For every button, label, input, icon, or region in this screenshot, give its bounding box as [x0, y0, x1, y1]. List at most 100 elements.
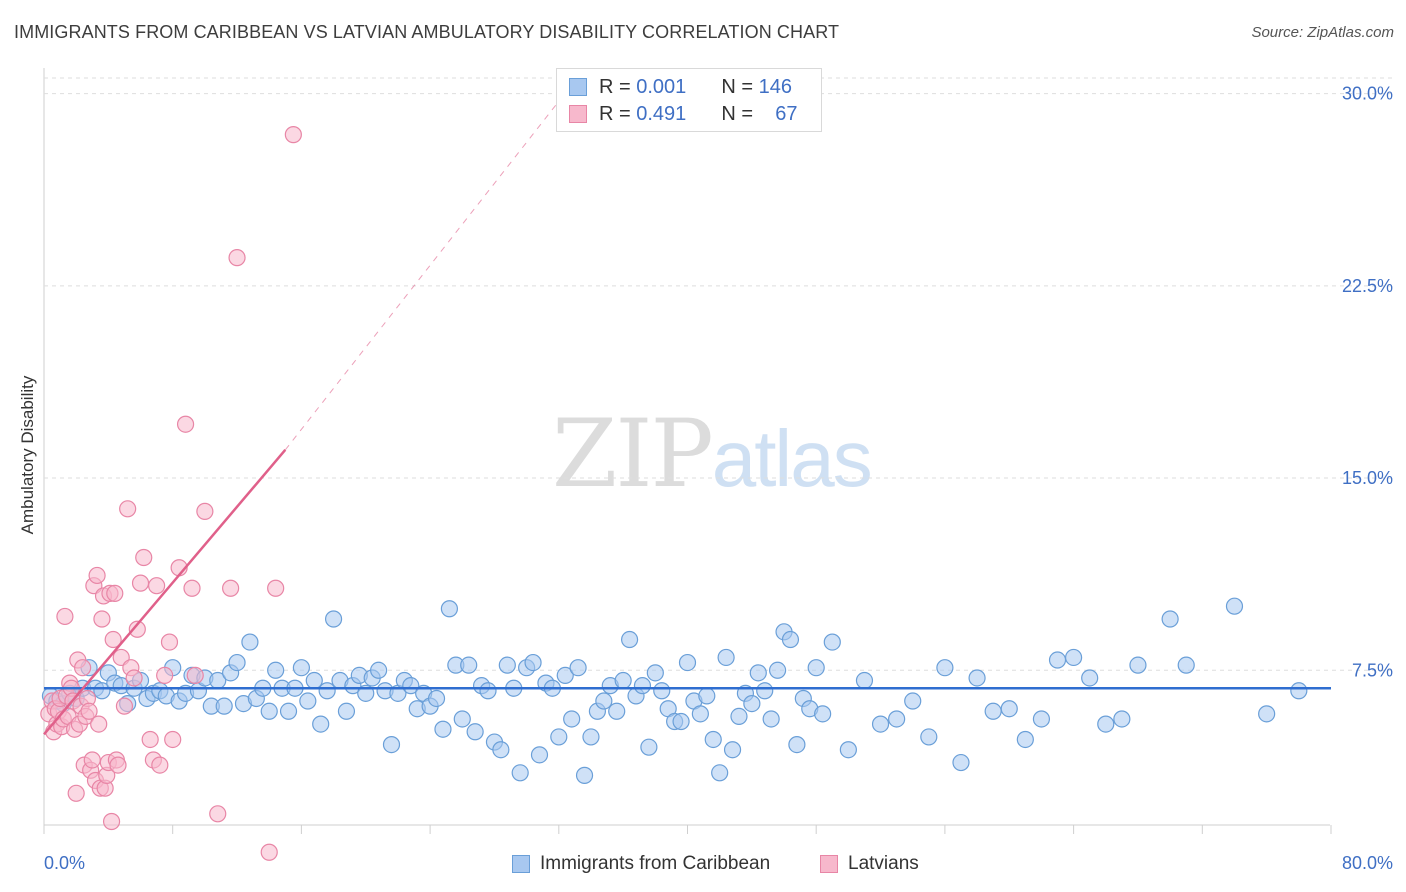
caribbean-swatch: [569, 78, 587, 96]
r-label: R =: [599, 75, 631, 98]
latvian-point: [67, 784, 85, 802]
caribbean-point: [730, 707, 748, 726]
caribbean-point: [267, 661, 285, 679]
latvian-point: [176, 415, 195, 433]
caribbean-point: [1258, 705, 1276, 723]
caribbean-point: [904, 692, 922, 710]
caribbean-point: [427, 689, 446, 708]
caribbean-point: [678, 653, 697, 672]
caribbean-point: [228, 653, 246, 672]
caribbean-point: [871, 715, 890, 733]
caribbean-point: [337, 702, 356, 720]
caribbean-point: [498, 656, 516, 674]
caribbean-point: [968, 669, 986, 687]
latvian-point: [128, 620, 146, 638]
latvian-trend-extension: [284, 80, 576, 451]
latvian-point: [109, 756, 127, 774]
latvian-point: [284, 126, 302, 144]
caribbean-point: [324, 610, 343, 628]
caribbean-point: [582, 728, 600, 746]
caribbean-point: [768, 661, 787, 679]
r-value: 0.491: [636, 102, 687, 125]
y-tick-label: 30.0%: [1342, 84, 1393, 104]
caribbean-point: [1064, 648, 1083, 667]
caribbean-point: [781, 630, 800, 649]
caribbean-point: [575, 766, 594, 784]
caribbean-legend-swatch: [512, 855, 530, 873]
latvian-point: [141, 730, 159, 749]
legend-item-latvians[interactable]: Latvians: [820, 852, 919, 876]
latvian-point: [56, 607, 74, 626]
caribbean-point: [1016, 730, 1034, 749]
caribbean-point: [984, 702, 1002, 720]
latvian-point: [83, 751, 101, 769]
caribbean-point: [318, 682, 336, 700]
caribbean-point: [93, 682, 111, 700]
latvian-point: [106, 584, 124, 602]
caribbean-point: [530, 746, 549, 764]
caribbean-point: [633, 677, 652, 695]
caribbean-point: [1097, 715, 1115, 733]
caribbean-point: [569, 659, 587, 677]
r-label: R =: [599, 102, 631, 125]
n-value: 67: [775, 102, 798, 125]
caribbean-point: [1225, 597, 1244, 615]
caribbean-point: [305, 671, 323, 690]
latvian-point: [160, 633, 179, 651]
y-tick-label: 7.5%: [1352, 660, 1393, 680]
caribbean-point: [1177, 656, 1195, 674]
caribbean-point: [279, 702, 298, 720]
caribbean-point: [855, 671, 874, 690]
stats-row-latvians: R = 0.491 N = 67: [569, 102, 798, 126]
latvian-trend-line: [43, 449, 287, 736]
caribbean-point: [608, 702, 626, 720]
n-label: N =: [721, 102, 754, 125]
caribbean-point: [563, 710, 581, 728]
r-value: 0.001: [636, 75, 687, 98]
caribbean-point: [370, 661, 388, 679]
caribbean-point: [460, 656, 478, 674]
latvian-point: [135, 548, 153, 567]
latvian-point: [119, 500, 137, 518]
latvian-point: [90, 715, 108, 733]
latvian-point: [148, 577, 166, 595]
caribbean-point: [711, 764, 729, 782]
caribbean-point: [723, 741, 742, 759]
caribbean-point: [1048, 651, 1067, 669]
watermark-zip: ZIP: [552, 400, 714, 509]
caribbean-point: [479, 682, 497, 700]
stats-legend: R = 0.001 N = 146 R = 0.491 N = 67: [556, 68, 822, 132]
caribbean-point: [823, 633, 841, 651]
caribbean-point: [402, 677, 420, 695]
caribbean-point: [453, 710, 471, 728]
caribbean-point: [434, 720, 452, 738]
caribbean-point: [556, 666, 574, 685]
caribbean-point: [614, 671, 632, 690]
latvian-point: [74, 659, 92, 677]
caribbean-point: [1000, 700, 1018, 718]
caribbean-point: [511, 764, 529, 782]
n-label: N =: [721, 75, 754, 98]
caribbean-point: [672, 712, 690, 731]
latvian-point: [151, 756, 169, 774]
legend-item-caribbean[interactable]: Immigrants from Caribbean: [512, 852, 770, 876]
caribbean-point: [807, 659, 825, 677]
watermark: ZIPatlas: [552, 400, 873, 509]
caribbean-point: [814, 705, 832, 723]
stats-row-caribbean: R = 0.001 N = 146: [569, 75, 792, 99]
caribbean-point: [888, 710, 906, 728]
latvian-point: [93, 610, 111, 628]
caribbean-point: [241, 633, 259, 651]
caribbean-point: [749, 664, 767, 682]
latvians-legend-swatch: [820, 855, 838, 873]
caribbean-point: [646, 664, 664, 682]
caribbean-point: [839, 741, 857, 759]
caribbean-point: [466, 723, 484, 741]
latvian-point: [222, 579, 240, 597]
caribbean-point: [691, 705, 709, 723]
latvian-point: [80, 702, 98, 720]
caribbean-point: [292, 659, 310, 677]
caribbean-point: [1032, 710, 1051, 728]
latvian-point: [115, 697, 134, 715]
